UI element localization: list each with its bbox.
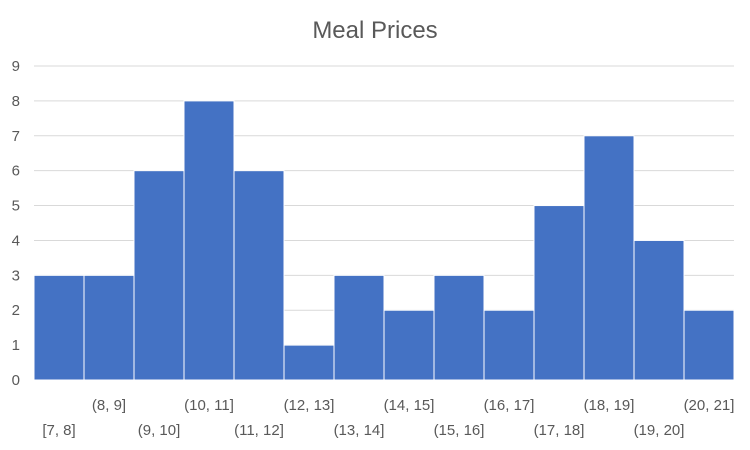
y-tick-label: 8 [12, 93, 20, 110]
y-tick-label: 6 [12, 163, 20, 180]
bar [483, 309, 535, 381]
x-tick-label: (20, 21] [684, 397, 735, 414]
x-tick-label: (14, 15] [384, 397, 435, 414]
x-tick-label: (12, 13] [284, 397, 335, 414]
x-tick-label: (8, 9] [92, 397, 126, 414]
x-tick-label: (19, 20] [634, 422, 685, 439]
y-tick-label: 0 [12, 372, 20, 389]
bar [433, 274, 485, 381]
bar [233, 170, 285, 381]
y-tick-label: 9 [12, 58, 20, 75]
bar [683, 309, 735, 381]
x-tick-label: (18, 19] [584, 397, 635, 414]
x-tick-label: [7, 8] [42, 422, 75, 439]
y-axis-ticks: 0 1 2 3 4 5 6 7 8 9 [12, 58, 20, 389]
x-tick-label: (10, 11] [184, 397, 234, 414]
bar [633, 239, 685, 381]
y-tick-label: 4 [12, 232, 20, 249]
chart-title: Meal Prices [312, 17, 437, 44]
y-tick-label: 2 [12, 302, 20, 319]
y-tick-label: 3 [12, 267, 20, 284]
x-tick-label: (9, 10] [138, 422, 181, 439]
bar [133, 170, 185, 381]
bar [183, 100, 235, 381]
bar [583, 135, 635, 381]
x-axis-ticks: [7, 8] (8, 9] (9, 10](10, 11](11, 12](12, … [42, 397, 734, 439]
y-tick-label: 5 [12, 198, 20, 215]
y-tick-label: 7 [12, 128, 20, 145]
x-tick-label: (16, 17] [484, 397, 535, 414]
y-tick-label: 1 [12, 337, 20, 354]
bar [83, 274, 135, 381]
bars [33, 100, 735, 381]
bar [383, 309, 435, 381]
bar [283, 344, 335, 381]
bar [533, 205, 585, 381]
bar [33, 274, 85, 381]
x-tick-label: (11, 12] [234, 422, 284, 439]
x-tick-label: (15, 16] [434, 422, 485, 439]
x-tick-label: (13, 14] [334, 422, 385, 439]
x-tick-label: (17, 18] [534, 422, 585, 439]
bar [333, 274, 385, 381]
